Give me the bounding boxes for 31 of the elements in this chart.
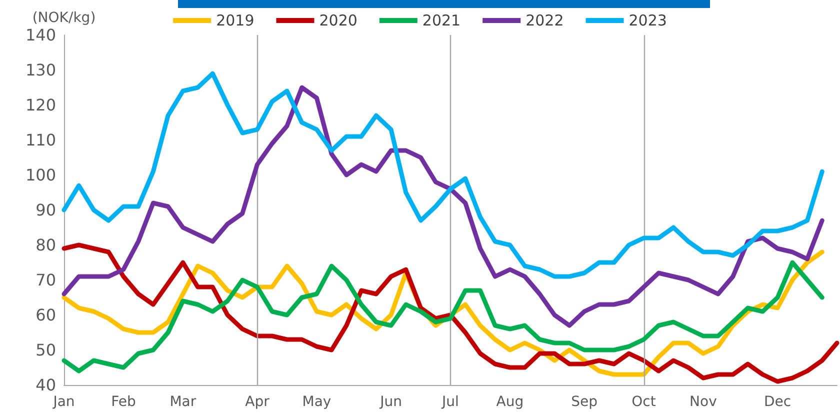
y-tick-label: 80 <box>36 236 56 254</box>
x-tick-label: Nov <box>690 394 717 410</box>
line-series <box>62 85 824 328</box>
y-tick-label: 60 <box>36 306 56 324</box>
y-axis-title: (NOK/kg) <box>32 10 96 26</box>
y-tick-label: 70 <box>36 270 56 290</box>
x-tick-label: Oct <box>632 394 656 410</box>
x-tick-label: Sep <box>571 394 598 410</box>
legend-label: 2020 <box>319 12 358 30</box>
y-tick-label: 50 <box>36 340 56 360</box>
y-tick-label: 140 <box>25 26 56 44</box>
line-series <box>62 71 824 279</box>
legend-label: 2023 <box>628 12 667 30</box>
x-tick-label: Mar <box>170 394 196 410</box>
x-tick-label: Dec <box>764 394 792 410</box>
x-tick-label: Jan <box>52 394 75 410</box>
y-tick-label: 100 <box>25 166 56 184</box>
legend-label: 2021 <box>422 12 461 30</box>
y-tick-label: 110 <box>25 130 56 150</box>
x-tick-label: Aug <box>496 394 524 410</box>
x-tick-label: Apr <box>245 394 270 410</box>
y-tick-label: 40 <box>36 376 56 394</box>
x-tick-label: Jun <box>379 394 402 410</box>
y-tick-label: 130 <box>25 60 56 80</box>
y-tick-label: 90 <box>36 200 56 220</box>
x-tick-label: May <box>302 394 332 410</box>
x-tick-label: Feb <box>111 394 136 410</box>
legend-label: 2019 <box>216 12 254 30</box>
y-tick-label: 120 <box>25 96 56 114</box>
x-tick-label: Jul <box>441 394 459 410</box>
legend-label: 2022 <box>526 12 564 30</box>
